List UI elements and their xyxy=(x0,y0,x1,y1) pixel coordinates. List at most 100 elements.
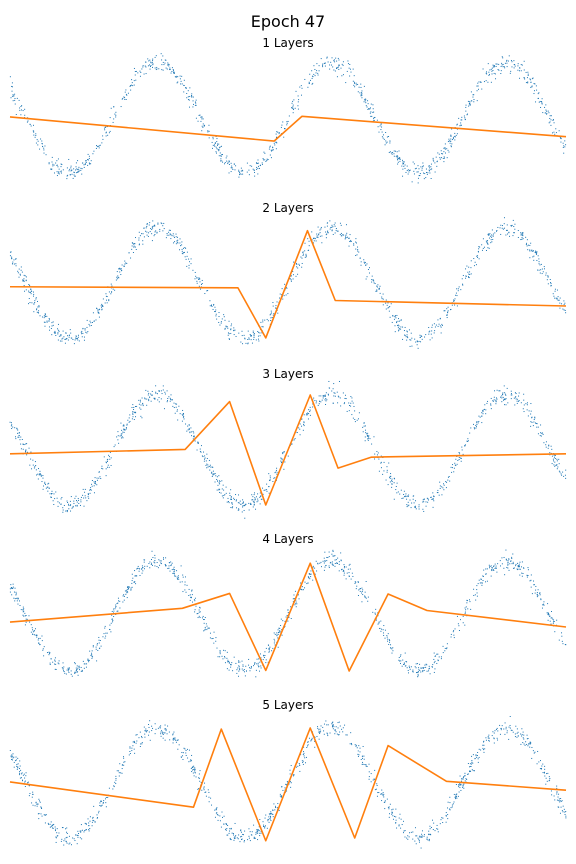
data-point xyxy=(421,335,423,337)
data-point xyxy=(338,563,340,565)
data-point xyxy=(362,594,364,596)
data-point xyxy=(322,66,324,68)
data-point xyxy=(418,667,420,669)
data-point xyxy=(216,478,218,480)
data-point xyxy=(144,730,146,732)
data-point xyxy=(355,248,357,250)
data-point xyxy=(500,65,502,67)
data-point xyxy=(168,565,170,567)
data-point xyxy=(496,63,498,65)
data-point xyxy=(96,484,98,486)
data-point xyxy=(119,271,121,273)
data-point xyxy=(461,446,463,448)
data-point xyxy=(9,588,11,590)
data-point xyxy=(49,329,51,331)
data-point xyxy=(16,765,18,767)
data-point xyxy=(162,385,164,387)
data-point xyxy=(235,500,237,502)
data-point xyxy=(39,637,41,639)
data-point xyxy=(170,238,172,240)
data-point xyxy=(18,432,20,434)
data-point xyxy=(527,415,529,417)
data-point xyxy=(465,104,467,106)
data-point xyxy=(45,316,46,318)
data-point xyxy=(408,494,410,496)
data-point xyxy=(275,305,277,307)
data-point xyxy=(150,393,152,395)
data-point xyxy=(478,579,480,581)
data-point xyxy=(234,837,236,839)
data-point xyxy=(381,126,383,128)
data-point xyxy=(37,300,38,302)
data-point xyxy=(181,248,183,250)
data-point xyxy=(454,462,456,464)
data-point xyxy=(424,173,426,175)
data-point xyxy=(52,827,54,829)
data-point xyxy=(538,269,540,271)
data-point xyxy=(376,795,378,797)
data-point xyxy=(406,667,408,669)
data-point xyxy=(40,807,42,809)
data-point xyxy=(527,738,529,740)
data-point xyxy=(10,755,12,757)
data-point xyxy=(528,743,530,745)
data-point xyxy=(185,749,187,751)
data-point xyxy=(71,675,73,677)
data-point xyxy=(542,604,544,606)
data-point xyxy=(48,318,50,320)
data-point xyxy=(337,727,339,729)
data-point xyxy=(218,312,220,314)
data-point xyxy=(383,801,385,803)
data-point xyxy=(442,153,444,155)
data-point xyxy=(162,225,164,227)
data-point xyxy=(156,393,158,395)
data-point xyxy=(283,468,285,470)
data-point xyxy=(527,82,529,84)
data-point xyxy=(300,582,302,584)
data-point xyxy=(320,401,322,403)
data-point xyxy=(87,331,89,333)
data-point xyxy=(428,840,430,842)
data-point xyxy=(410,507,412,509)
data-point xyxy=(450,138,452,140)
data-point xyxy=(174,739,176,741)
data-point xyxy=(143,73,145,75)
data-point xyxy=(521,64,523,66)
data-point xyxy=(385,140,387,142)
data-point xyxy=(430,166,432,168)
data-point xyxy=(354,418,356,420)
data-point xyxy=(422,671,424,673)
data-point xyxy=(87,159,89,161)
data-point xyxy=(395,489,397,491)
data-point xyxy=(228,338,230,340)
data-point xyxy=(301,586,303,588)
data-point xyxy=(257,500,259,502)
data-point xyxy=(456,124,458,126)
data-point xyxy=(406,661,408,663)
data-point xyxy=(406,506,408,508)
data-point xyxy=(446,643,448,645)
data-point xyxy=(297,105,299,107)
data-point xyxy=(527,745,529,747)
data-point xyxy=(368,776,370,778)
model-prediction-line xyxy=(9,394,567,506)
data-point xyxy=(543,772,545,774)
data-point xyxy=(509,72,511,74)
data-point xyxy=(258,666,260,668)
data-point xyxy=(394,316,396,318)
data-point xyxy=(241,169,243,171)
data-point xyxy=(9,76,11,78)
data-point xyxy=(49,662,51,664)
data-point xyxy=(521,735,523,737)
data-point xyxy=(392,650,394,652)
data-point xyxy=(492,569,494,571)
data-point xyxy=(494,73,496,75)
data-point xyxy=(457,290,459,292)
data-point xyxy=(489,567,490,569)
data-point xyxy=(177,578,179,580)
data-point xyxy=(358,745,360,747)
data-point xyxy=(307,414,309,416)
data-point xyxy=(460,289,462,291)
data-point xyxy=(259,835,261,837)
data-point xyxy=(200,284,202,285)
